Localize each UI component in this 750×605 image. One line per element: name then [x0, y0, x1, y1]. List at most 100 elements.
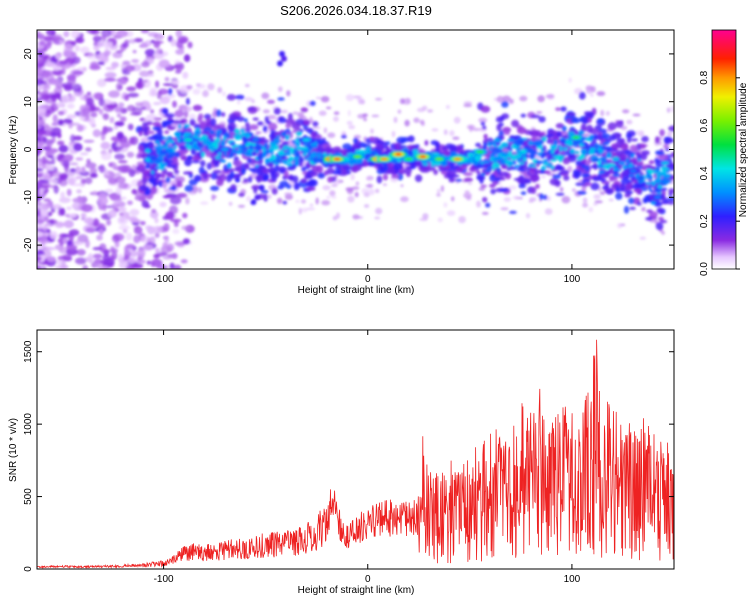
heatmap-feature-core: [476, 150, 484, 154]
heatmap-cell: [271, 187, 278, 195]
heatmap-cell: [267, 194, 272, 199]
heatmap-cell: [168, 147, 173, 153]
heatmap-cell: [607, 122, 617, 131]
heatmap-cell: [441, 146, 449, 152]
heatmap-cell: [481, 211, 489, 215]
heatmap-cell: [348, 125, 356, 130]
heatmap-cell: [346, 170, 352, 175]
heatmap-cell: [437, 188, 441, 194]
heatmap-cell: [483, 133, 488, 140]
heatmap-cell: [45, 144, 52, 151]
heatmap-cell: [661, 166, 668, 172]
heatmap-cell: [85, 147, 92, 152]
heatmap-cell: [221, 112, 226, 117]
heatmap-cell: [120, 78, 127, 85]
heatmap-cell: [555, 192, 565, 196]
heatmap-cell: [574, 172, 580, 180]
heatmap-cell: [492, 147, 500, 152]
heatmap-cell: [513, 177, 524, 181]
heatmap-cell: [280, 132, 286, 137]
heatmap-cell: [92, 129, 101, 138]
heatmap-cell: [74, 242, 85, 246]
heatmap-cell: [262, 125, 268, 133]
heatmap-cell: [450, 196, 455, 202]
heatmap-cell: [45, 246, 56, 251]
heatmap-cell: [159, 96, 171, 105]
heatmap-y-tick-label: 10: [23, 96, 34, 108]
heatmap-cell: [358, 97, 362, 105]
heatmap-cell: [637, 143, 647, 149]
heatmap-cell: [602, 163, 611, 170]
heatmap-cell: [87, 253, 94, 261]
heatmap-cell: [206, 173, 212, 178]
heatmap-cell: [307, 146, 313, 149]
heatmap-cell: [170, 218, 182, 223]
heatmap-cell: [283, 159, 288, 165]
heatmap-cell: [37, 124, 42, 130]
heatmap-cell: [661, 161, 670, 165]
heatmap-cell: [55, 82, 66, 89]
heatmap-cell: [578, 91, 586, 100]
heatmap-cell: [581, 164, 587, 169]
heatmap-cell: [102, 102, 108, 111]
heatmap-cell: [481, 172, 486, 176]
heatmap-cell: [76, 124, 84, 132]
heatmap-cell: [520, 113, 526, 118]
heatmap-cell: [230, 184, 237, 191]
heatmap-cell: [257, 156, 262, 160]
heatmap-cell: [629, 162, 633, 168]
heatmap-cell: [480, 184, 488, 188]
heatmap-cell: [656, 172, 662, 180]
heatmap-cell: [228, 113, 237, 121]
heatmap-cell: [469, 125, 473, 133]
heatmap-cell: [594, 125, 602, 130]
heatmap-cell: [592, 133, 599, 140]
heatmap-cell: [463, 103, 473, 108]
heatmap-cell: [98, 108, 104, 115]
heatmap-cell: [561, 125, 567, 132]
heatmap-cell: [159, 165, 166, 171]
heatmap-cell: [320, 96, 330, 103]
heatmap-cell: [162, 83, 174, 87]
heatmap-cell: [116, 131, 124, 140]
heatmap-cell: [244, 151, 252, 157]
colorbar-tick-label: 0.0: [699, 262, 710, 276]
heatmap-cell: [37, 168, 44, 172]
heatmap-cell: [41, 156, 47, 165]
heatmap-cell: [59, 241, 64, 247]
heatmap-cell: [180, 259, 188, 264]
heatmap-cell: [333, 111, 340, 115]
heatmap-cell: [215, 109, 222, 117]
heatmap-cell: [580, 148, 588, 152]
heatmap-cell: [453, 116, 461, 124]
heatmap-cell: [102, 125, 108, 135]
heatmap-cell: [281, 147, 287, 151]
heatmap-cell: [502, 95, 511, 102]
heatmap-cell: [42, 71, 50, 78]
heatmap-cell: [615, 168, 622, 172]
heatmap-cell: [413, 117, 420, 123]
heatmap-cell: [68, 213, 77, 218]
heatmap-cell: [534, 140, 543, 147]
heatmap-cell: [554, 155, 561, 160]
heatmap-cell: [217, 87, 223, 94]
heatmap-cell: [264, 116, 269, 124]
heatmap-cell: [79, 152, 89, 156]
heatmap-cell: [226, 94, 236, 101]
heatmap-cell: [670, 152, 674, 158]
heatmap-cell: [493, 138, 501, 143]
heatmap-cell: [66, 114, 77, 119]
heatmap-cell: [128, 38, 137, 44]
heatmap-cell: [484, 169, 492, 173]
heatmap-cell: [582, 151, 588, 156]
heatmap-cell: [118, 160, 128, 164]
heatmap-cell: [40, 210, 49, 217]
heatmap-cell: [255, 164, 259, 168]
heatmap-cell: [637, 159, 642, 162]
heatmap-feature-core: [630, 169, 637, 173]
colorbar-tick-label: 0.6: [699, 118, 710, 132]
heatmap-cell: [248, 167, 257, 171]
heatmap-cell: [127, 257, 137, 264]
